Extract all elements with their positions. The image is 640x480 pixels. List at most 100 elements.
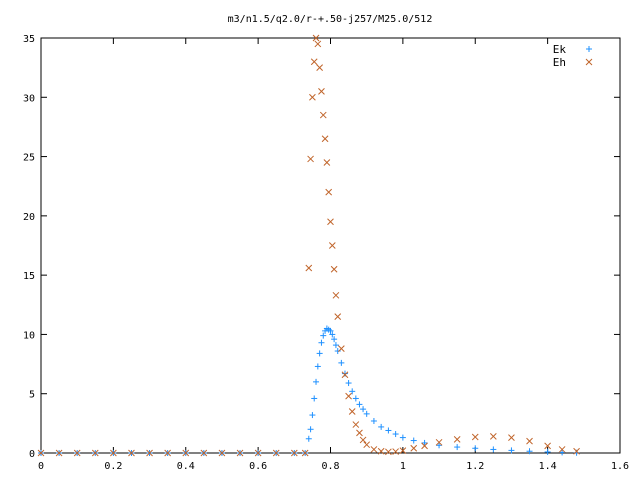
data-point-ek <box>363 410 370 417</box>
x-tick-label: 0.2 <box>104 461 122 472</box>
data-point-eh <box>55 449 63 457</box>
data-point-eh <box>573 447 580 455</box>
data-point-eh <box>254 449 262 457</box>
x-tick-label: 1 <box>400 461 406 472</box>
data-point-ek <box>352 395 359 402</box>
data-point-eh <box>319 111 327 119</box>
data-point-eh <box>392 448 399 455</box>
x-tick-label: 1.2 <box>466 461 484 472</box>
data-point-eh <box>385 448 392 456</box>
data-point-ek <box>385 427 392 434</box>
data-point-ek <box>313 378 320 385</box>
data-point-ek <box>311 395 318 402</box>
data-point-ek <box>360 406 367 413</box>
x-tick-label: 1.6 <box>611 461 629 472</box>
series-ek <box>38 325 580 456</box>
data-point-eh <box>218 449 226 457</box>
data-point-eh <box>37 449 45 457</box>
data-point-eh <box>334 313 342 320</box>
data-point-eh <box>91 449 99 457</box>
data-point-ek <box>410 437 417 444</box>
data-point-eh <box>316 64 323 71</box>
data-point-eh <box>182 449 190 457</box>
chart-title: m3/n1.5/q2.0/r-+.50-j257/M25.0/512 <box>228 14 433 25</box>
data-point-eh <box>146 449 153 457</box>
data-point-ek <box>318 339 325 346</box>
y-tick-label: 35 <box>23 34 35 45</box>
data-point-eh <box>410 444 418 452</box>
data-point-eh <box>544 442 551 450</box>
y-tick-label: 30 <box>23 93 35 104</box>
data-point-eh <box>309 93 316 101</box>
data-point-ek <box>472 445 479 452</box>
data-point-eh <box>290 449 298 457</box>
x-tick-label: 0.8 <box>321 461 339 472</box>
data-point-eh <box>321 135 329 143</box>
data-point-ek <box>320 332 327 339</box>
data-point-ek <box>399 434 406 441</box>
x-tick-label: 0 <box>38 461 44 472</box>
data-point-eh <box>128 449 135 457</box>
data-point-eh <box>356 429 363 437</box>
data-point-ek <box>544 448 551 455</box>
data-point-eh <box>338 345 345 353</box>
data-point-eh <box>272 449 280 457</box>
data-point-eh <box>489 433 497 440</box>
data-point-ek <box>421 439 428 446</box>
data-point-eh <box>359 436 367 444</box>
x-tick-label: 1.4 <box>539 461 557 472</box>
data-point-eh <box>341 371 349 379</box>
data-point-eh <box>325 188 333 196</box>
data-point-ek <box>378 423 385 430</box>
data-point-ek <box>349 388 356 395</box>
data-point-ek <box>490 446 497 453</box>
data-point-eh <box>399 447 407 454</box>
data-point-eh <box>310 58 318 66</box>
data-point-ek <box>341 370 348 377</box>
data-point-ek <box>370 417 377 424</box>
data-point-eh <box>200 449 208 457</box>
data-point-ek <box>309 412 316 419</box>
x-tick-label: 0.4 <box>177 461 195 472</box>
x-tick-label: 0.6 <box>249 461 267 472</box>
data-point-ek <box>305 435 312 442</box>
data-point-ek <box>332 342 339 349</box>
data-point-eh <box>352 421 360 428</box>
data-point-eh <box>323 159 331 166</box>
legend-marker-ek <box>586 46 592 52</box>
legend-label-eh: Eh <box>553 56 566 69</box>
data-point-eh <box>332 291 340 299</box>
data-point-eh <box>164 449 172 457</box>
data-point-ek <box>331 336 338 343</box>
y-tick-label: 10 <box>23 330 35 341</box>
legend-marker-eh <box>585 58 593 66</box>
data-point-eh <box>330 265 338 273</box>
series-layer <box>37 34 580 457</box>
data-point-ek <box>436 442 443 449</box>
data-point-eh <box>348 408 356 415</box>
data-point-eh <box>345 392 352 400</box>
data-point-ek <box>454 444 461 451</box>
data-point-eh <box>307 155 314 163</box>
data-point-ek <box>345 380 352 387</box>
data-point-eh <box>327 218 334 226</box>
data-point-ek <box>334 348 341 355</box>
data-point-eh <box>328 242 336 249</box>
data-point-eh <box>301 449 309 457</box>
plot-frame <box>40 37 621 454</box>
data-point-ek <box>526 448 533 455</box>
data-point-eh <box>508 434 515 441</box>
data-point-ek <box>559 449 566 456</box>
y-tick-label: 25 <box>23 153 35 164</box>
data-point-eh <box>435 438 443 446</box>
y-tick-label: 0 <box>29 449 35 460</box>
data-point-ek <box>338 359 345 366</box>
data-point-eh <box>305 264 313 272</box>
y-tick-label: 5 <box>29 390 35 401</box>
data-point-eh <box>314 40 322 48</box>
y-tick-label: 20 <box>23 212 35 223</box>
data-point-eh <box>370 446 378 453</box>
